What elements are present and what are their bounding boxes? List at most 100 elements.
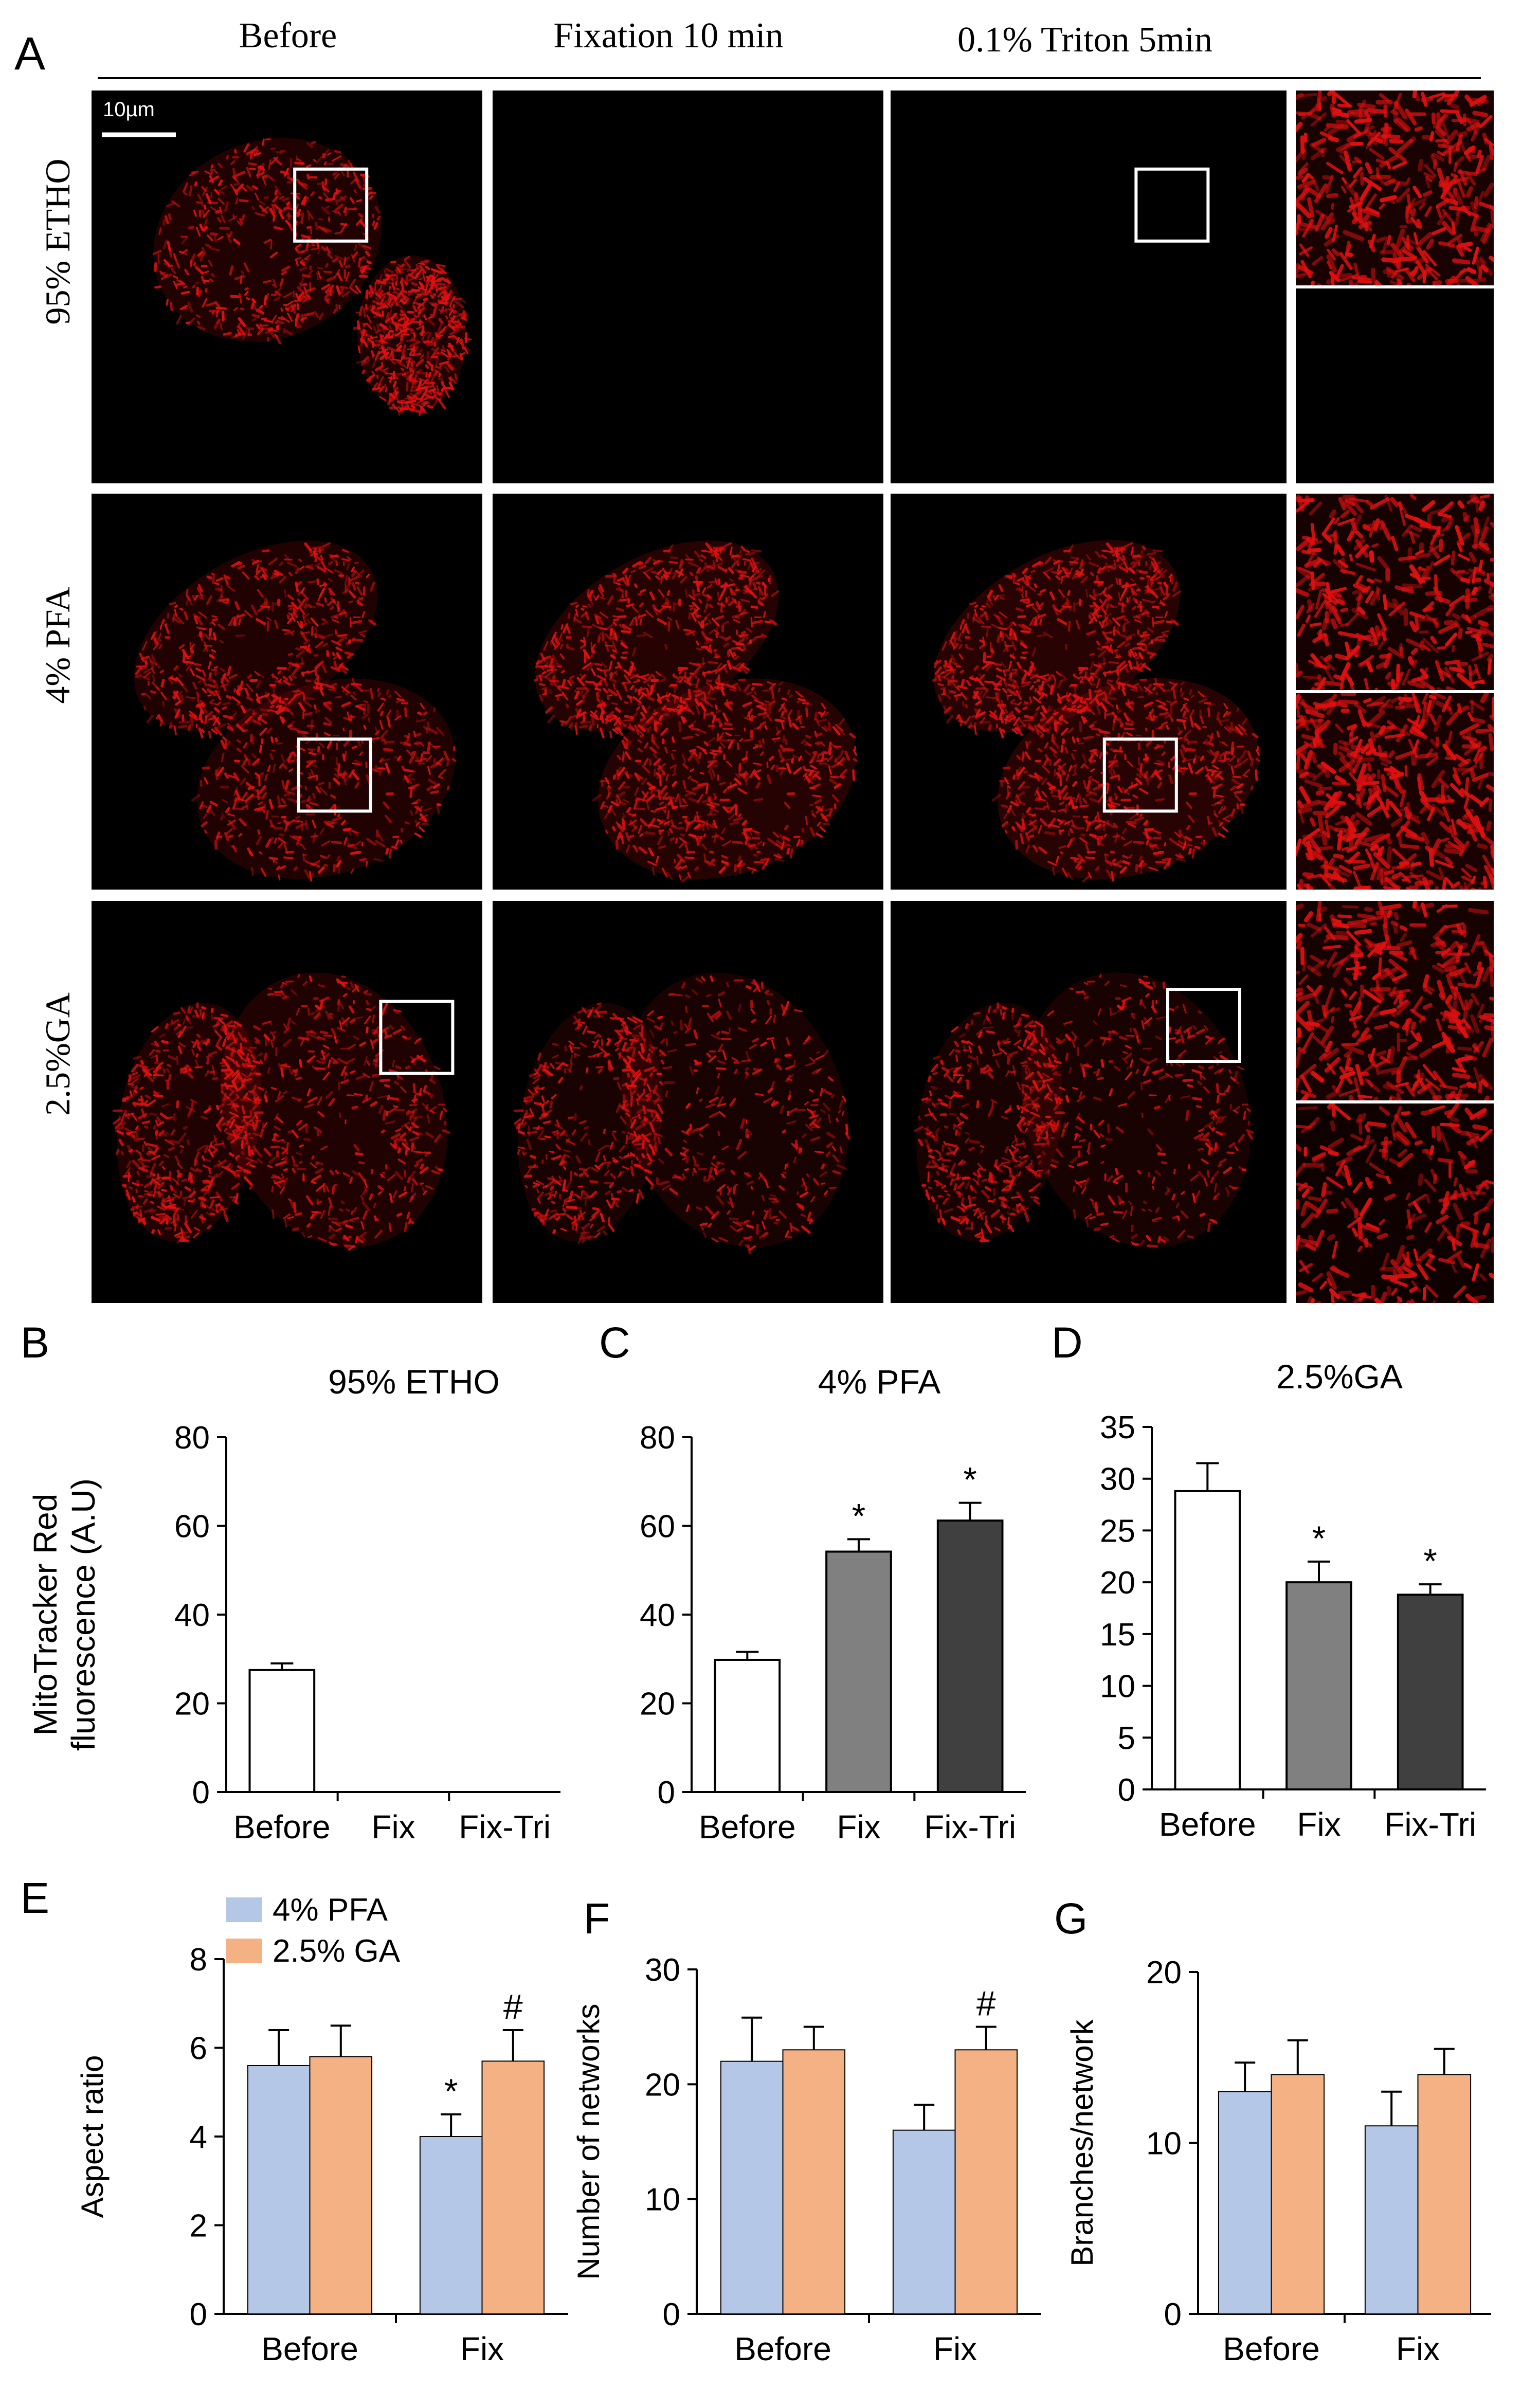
x-tick-label: Fix [460, 2330, 504, 2367]
significance-marker: * [963, 1460, 976, 1499]
y-tick-label: 40 [174, 1598, 210, 1633]
bar [954, 2049, 1018, 2314]
y-tick-label: 2 [190, 2209, 207, 2244]
x-tick-label: Before [734, 2330, 831, 2367]
y-tick-label: 0 [1164, 2297, 1182, 2332]
x-tick-label: Fix [371, 1808, 415, 1845]
bar [1271, 2074, 1325, 2314]
zoom-inset [1296, 494, 1494, 690]
y-tick-label: 80 [174, 1420, 210, 1456]
bar [892, 2129, 956, 2314]
y-tick-label: 30 [645, 1952, 680, 1988]
significance-marker: * [1312, 1519, 1326, 1558]
x-tick-label: Before [261, 2330, 358, 2367]
x-tick-label: Before [699, 1808, 796, 1845]
y-tick-label: 4 [190, 2120, 207, 2155]
y-tick-label: 20 [640, 1687, 675, 1722]
y-axis-label: Number of networks [571, 2004, 606, 2280]
zoom-region-box [1166, 988, 1241, 1063]
panel-a: A Before Fixation 10 min 0.1% Triton 5mi… [14, 16, 1494, 1303]
significance-marker: * [852, 1496, 865, 1535]
y-tick-label: 6 [190, 2031, 207, 2067]
panel-letter-f: F [584, 1894, 610, 1943]
bar [481, 2060, 545, 2314]
y-tick-label: 0 [192, 1775, 210, 1811]
zoom-inset [1296, 91, 1494, 285]
legend-swatch [226, 1897, 262, 1922]
y-tick-label: 15 [1100, 1617, 1135, 1653]
legend-label: 4% PFA [273, 1892, 388, 1928]
micrograph-tile [493, 91, 883, 483]
bar [936, 1519, 1004, 1793]
y-tick-label: 0 [1118, 1772, 1135, 1808]
bar [419, 2136, 483, 2314]
y-tick-label: 35 [1100, 1410, 1135, 1445]
column-header-before: Before [239, 16, 337, 56]
micrograph-tile [493, 901, 883, 1303]
bar [714, 1658, 781, 1794]
bar [1364, 2125, 1419, 2314]
legend-label: 2.5% GA [273, 1933, 401, 1969]
x-tick-label: Before [1159, 1806, 1256, 1843]
y-tick-label: 10 [645, 2182, 680, 2218]
x-tick-label: Fix-Tri [459, 1808, 551, 1845]
panel-letter-b: B [21, 1318, 49, 1367]
bar [720, 2060, 784, 2315]
y-tick-label: 0 [190, 2297, 207, 2332]
chart-title: 4% PFA [818, 1363, 940, 1401]
y-tick-label: 60 [640, 1509, 675, 1545]
y-tick-label: 0 [663, 2297, 680, 2332]
bar [1417, 2074, 1472, 2314]
zoom-region-box [1102, 737, 1178, 813]
significance-marker: # [503, 1987, 523, 2026]
row-label-pfa: 4% PFA [38, 587, 77, 703]
x-tick-label: Before [1223, 2330, 1320, 2367]
y-axis-label: fluorescence (A.U) [65, 1478, 102, 1751]
y-tick-label: 30 [1100, 1462, 1135, 1497]
chart-title: 95% ETHO [328, 1363, 500, 1401]
significance-marker: * [1423, 1542, 1437, 1581]
chart-panel-b: B 95% ETHO 0 20 40 60 80 MitoTracker Red fluores… [21, 1318, 560, 1845]
zoom-inset [1296, 901, 1494, 1100]
bar [1174, 1490, 1241, 1790]
row-label-etho: 95% ETHO [38, 159, 77, 325]
bar [1285, 1581, 1352, 1790]
panel-letter-g: G [1054, 1894, 1088, 1943]
bar [248, 1669, 316, 1793]
panel-letter-a: A [14, 28, 45, 80]
y-axis-label: MitoTracker Red [27, 1494, 64, 1736]
chart-title: 2.5%GA [1276, 1358, 1403, 1396]
panel-letter-e: E [21, 1874, 49, 1922]
micrograph-grid [92, 91, 1494, 1303]
y-tick-label: 20 [174, 1687, 210, 1722]
y-tick-label: 10 [1146, 2126, 1182, 2162]
y-axis-label: Branches/network [1065, 2019, 1099, 2266]
legend-swatch [226, 1939, 262, 1963]
x-tick-label: Fix-Tri [924, 1808, 1016, 1845]
chart-panel-d: D 2.5%GA 0 5 10 15 20 25 30 35 Before Fix Fix-Tri * * [1052, 1318, 1486, 1843]
panel-letter-c: C [599, 1318, 630, 1367]
zoom-region-box [293, 167, 369, 243]
bar [309, 2056, 373, 2314]
chart-panel-c: C 4% PFA 0 20 40 60 80 Before Fix Fix-Tri * * [599, 1318, 1026, 1845]
x-tick-label: Fix [933, 2330, 977, 2367]
micrograph-tile [891, 91, 1287, 483]
x-tick-label: Fix [837, 1808, 880, 1845]
y-tick-label: 20 [1146, 1955, 1182, 1990]
micrograph-tile [891, 494, 1287, 890]
x-tick-label: Fix [1297, 1806, 1340, 1843]
significance-marker: * [444, 2072, 458, 2111]
y-tick-label: 25 [1100, 1513, 1135, 1549]
micrograph-tile [92, 901, 482, 1303]
micrograph-tile [92, 494, 482, 890]
column-header-fixation: Fixation 10 min [553, 16, 783, 56]
y-tick-label: 0 [658, 1775, 675, 1811]
y-tick-label: 10 [1100, 1669, 1135, 1705]
scale-bar: 10µm [102, 98, 176, 137]
x-tick-label: Fix-Tri [1384, 1806, 1476, 1843]
y-tick-label: 20 [645, 2067, 680, 2103]
y-tick-label: 60 [174, 1509, 210, 1545]
y-tick-label: 5 [1118, 1721, 1135, 1756]
